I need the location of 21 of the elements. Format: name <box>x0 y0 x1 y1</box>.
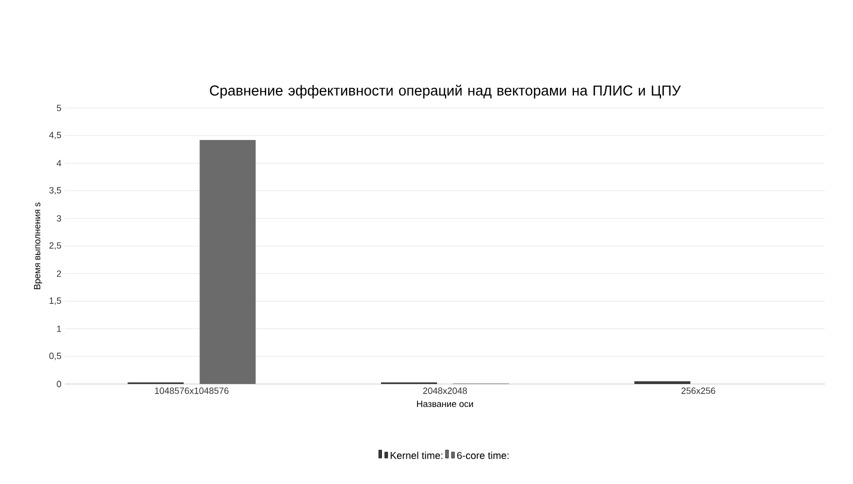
bar <box>200 140 256 384</box>
y-tick-label: 4 <box>56 160 62 166</box>
y-tick-label: 2 <box>56 270 62 277</box>
y-axis-title: Время выполнения s <box>34 202 42 290</box>
chart-title: Сравнение эффективности операций над векторами на ПЛИС и ЦПУ <box>210 84 681 98</box>
x-axis-title: Название оси <box>417 400 473 408</box>
y-tick-label: 2,5 <box>49 242 62 250</box>
y-tick-label: 3,5 <box>49 187 62 195</box>
y-tick-label: 1,5 <box>50 298 62 305</box>
y-tick-label: 1 <box>57 326 62 332</box>
y-tick-label: 3 <box>56 215 62 222</box>
x-tick-label: 1048576x1048576 <box>155 388 229 394</box>
y-tick-label: 5 <box>56 104 62 112</box>
legend-label: 6-core time: <box>457 452 509 460</box>
legend-label: Kernel time: <box>390 452 442 460</box>
x-tick-label: 256x256 <box>682 388 716 394</box>
x-tick-label: 2048x2048 <box>423 388 467 394</box>
bar <box>634 381 690 384</box>
y-tick-label: 0,5 <box>49 352 62 360</box>
y-tick-label: 4,5 <box>49 132 62 140</box>
y-tick-label: 0 <box>56 380 62 388</box>
